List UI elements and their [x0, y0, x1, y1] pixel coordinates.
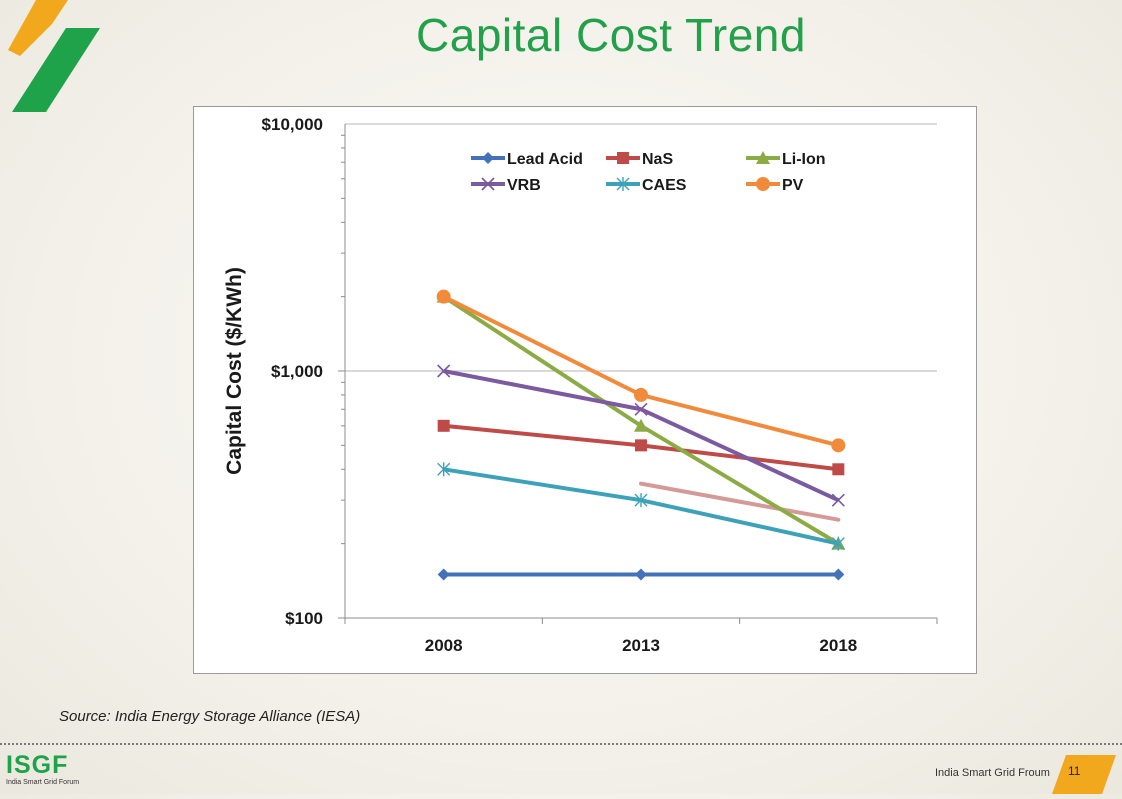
- footer-flag-icon: [1052, 755, 1116, 799]
- x-tick-label: 2013: [622, 636, 660, 655]
- brand-logo-mark: [8, 0, 108, 121]
- data-point-nas: [635, 439, 647, 452]
- page-number: 11: [1068, 764, 1081, 778]
- legend-label-lead-acid: Lead Acid: [507, 151, 583, 168]
- data-point-pv: [831, 438, 846, 453]
- footer-logo: ISGF India Smart Grid Forum: [6, 752, 79, 786]
- legend-marker-vrb: [481, 177, 495, 191]
- legend-label-vrb: VRB: [507, 177, 541, 194]
- y-tick-label: $1,000: [271, 362, 323, 381]
- line-chart: $100 $1,000 $10,000 2008 2013 2018 Capital Cos…: [223, 115, 938, 655]
- x-tick-label: 2008: [425, 636, 463, 655]
- y-axis-title: Capital Cost ($/KWh): [223, 267, 246, 475]
- data-point-vrb: [437, 364, 451, 378]
- data-point-caes: [831, 536, 845, 551]
- footer-org-name: India Smart Grid Froum: [935, 767, 1050, 779]
- legend-marker-pv: [756, 177, 770, 191]
- data-point-lead-acid: [437, 568, 450, 581]
- source-note: Source: India Energy Storage Alliance (I…: [59, 708, 361, 725]
- data-point-caes: [634, 493, 648, 508]
- legend-label-pv: PV: [782, 177, 804, 194]
- data-point-lead-acid: [635, 568, 647, 581]
- legend-label-caes: CAES: [642, 177, 687, 194]
- unlabeled-series-line: [639, 481, 841, 522]
- data-point-caes: [437, 462, 451, 477]
- footer-logo-full: India Smart Grid Forum: [6, 779, 80, 786]
- legend-label-li-ion: Li-Ion: [782, 151, 826, 168]
- data-point-li-ion: [634, 418, 648, 432]
- legend-marker-lead-acid: [482, 152, 494, 164]
- legend-label-nas: NaS: [642, 151, 673, 168]
- slide-title: Capital Cost Trend: [416, 9, 806, 61]
- footer-logo-abbr: ISGF: [6, 751, 69, 779]
- footer-divider: [0, 743, 1122, 745]
- x-tick-label: 2018: [819, 636, 857, 655]
- data-point-pv: [436, 289, 451, 304]
- data-point-vrb: [831, 493, 845, 507]
- legend-marker-nas: [617, 152, 629, 164]
- data-point-nas: [437, 419, 450, 432]
- data-point-lead-acid: [832, 568, 845, 581]
- data-point-nas: [832, 463, 845, 476]
- data-point-vrb: [634, 402, 648, 416]
- legend-marker-caes: [616, 177, 630, 191]
- data-point-pv: [634, 387, 648, 402]
- legend-marker-li-ion: [756, 151, 770, 164]
- y-tick-label: $10,000: [262, 115, 323, 134]
- y-tick-label: $100: [285, 609, 323, 628]
- chart-area: $100 $1,000 $10,000 2008 2013 2018 Capital Cos…: [193, 106, 977, 674]
